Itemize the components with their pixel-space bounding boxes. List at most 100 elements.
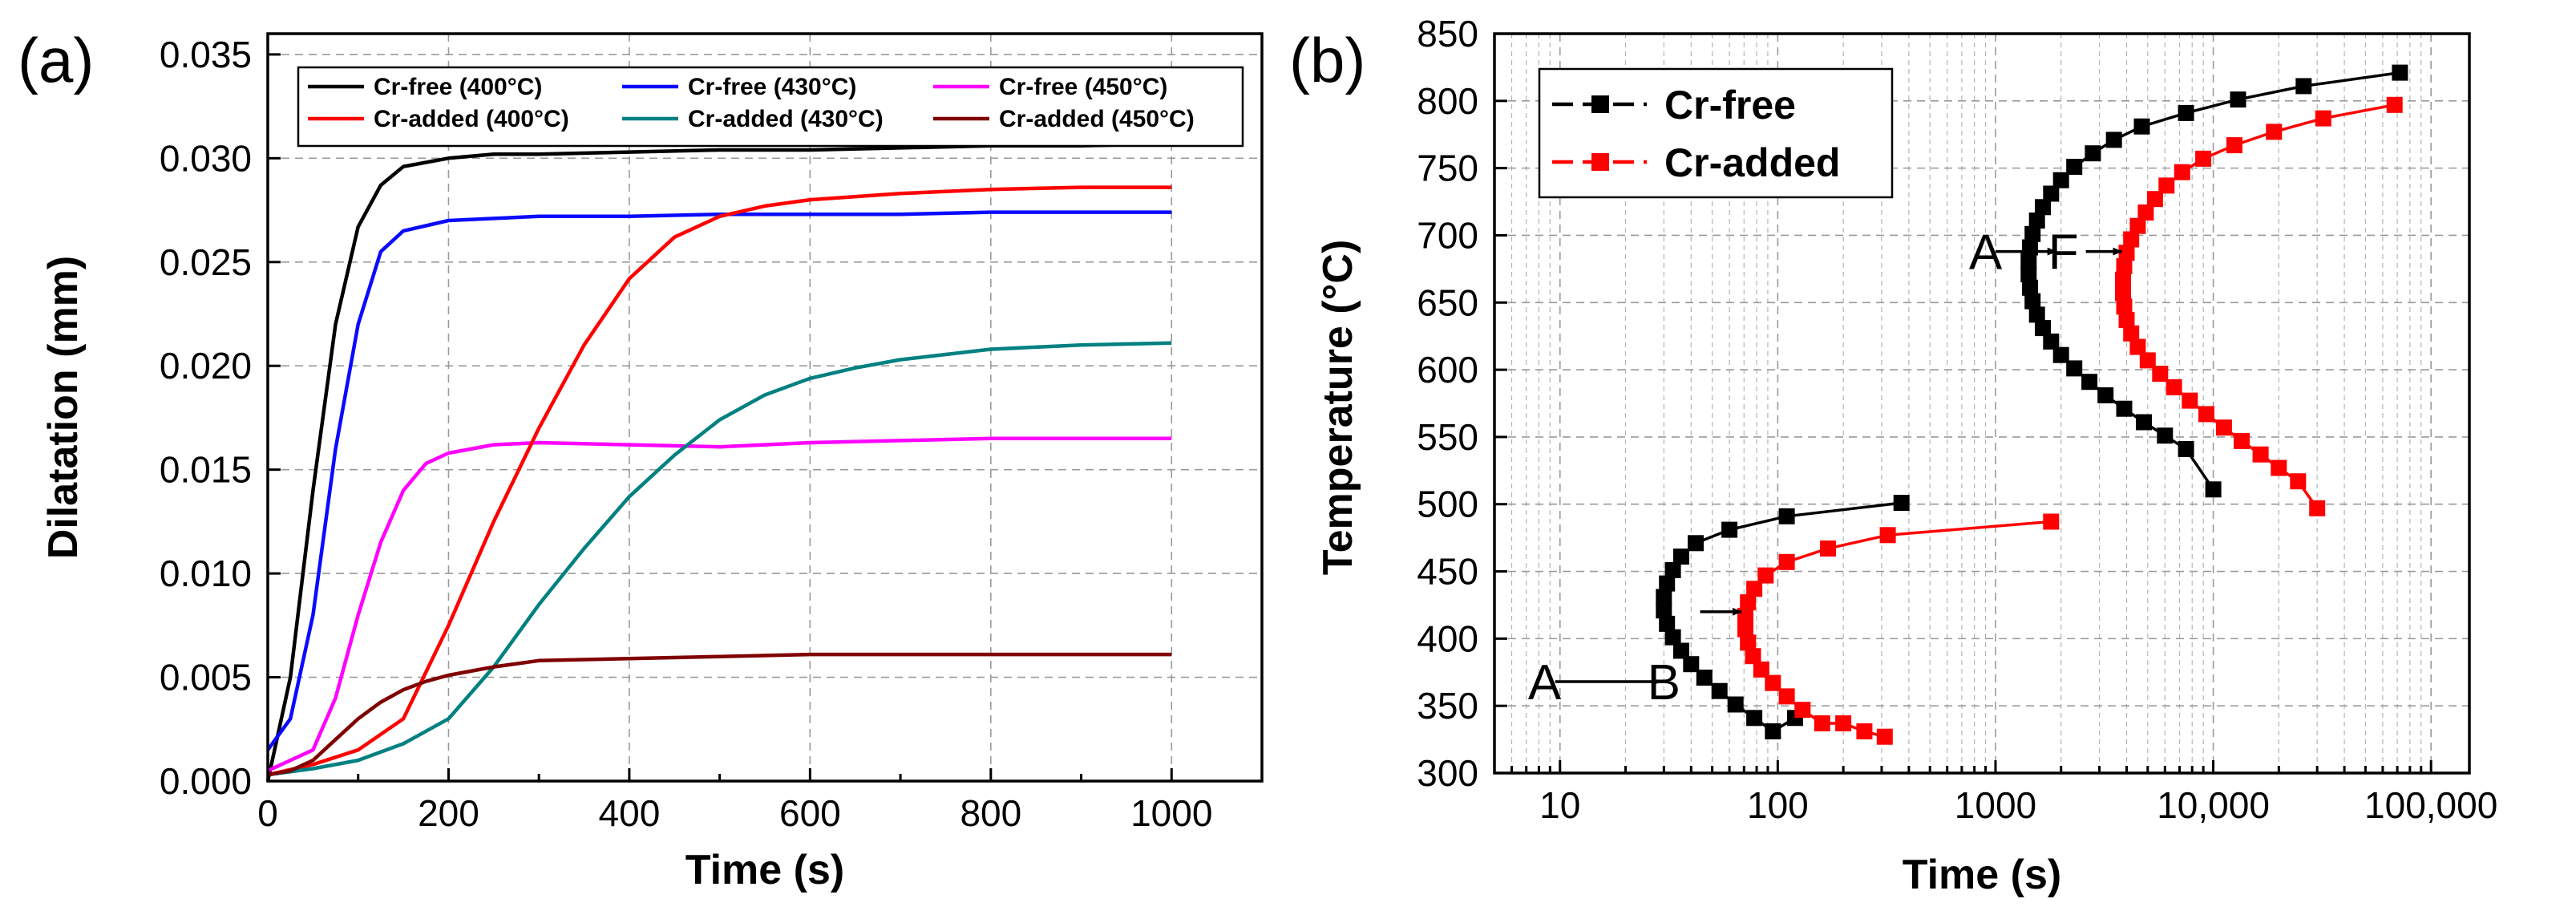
y-tick-label: 350	[1417, 685, 1478, 727]
annotation-label-2: F	[2048, 225, 2079, 281]
legend-label-5: Cr-added (430°C)	[688, 106, 884, 132]
panel-a-frame	[266, 32, 1264, 783]
annotation-label-4: B	[1648, 655, 1680, 711]
annotation-label-1: A	[1969, 225, 2003, 281]
data-point	[2136, 414, 2152, 431]
data-point	[2252, 446, 2269, 463]
data-point	[2178, 441, 2194, 457]
data-point	[2118, 312, 2135, 329]
legend-marker-cr-free	[1591, 95, 1609, 113]
data-point	[2043, 333, 2060, 350]
x-tick-label: 200	[418, 792, 479, 834]
data-point	[2158, 177, 2175, 194]
data-point	[2035, 320, 2051, 337]
panel-a-xlabel: Time (s)	[685, 847, 844, 893]
data-point	[2022, 279, 2038, 296]
legend-label-3: Cr-free (450°C)	[999, 74, 1167, 100]
y-tick-label: 700	[1417, 214, 1478, 256]
data-point	[1672, 549, 1689, 565]
y-tick-label: 450	[1417, 551, 1478, 593]
data-point	[2271, 460, 2287, 476]
panel-b-xlabel: Time (s)	[1903, 852, 2061, 898]
legend-label-4: Cr-added (400°C)	[374, 106, 569, 132]
data-point	[2195, 150, 2212, 167]
data-point	[2116, 400, 2133, 417]
data-point	[2028, 306, 2045, 323]
legend-label-1: Cr-free (400°C)	[374, 74, 542, 100]
data-point	[2129, 217, 2146, 234]
y-tick-label: 0.025	[160, 241, 252, 283]
panel-b-legend: Cr-free Cr-added	[1538, 67, 1894, 199]
data-point	[2230, 91, 2246, 108]
data-point	[1659, 615, 1676, 632]
data-point	[2139, 352, 2156, 369]
data-point	[1765, 674, 1781, 691]
data-point	[2043, 513, 2060, 530]
data-point	[2309, 500, 2326, 516]
data-point	[2066, 360, 2083, 377]
data-point	[1753, 661, 1769, 678]
panel-b-series	[1656, 64, 2408, 745]
data-point	[2118, 245, 2135, 261]
y-tick-label: 0.000	[160, 760, 252, 802]
data-point	[1893, 495, 1910, 512]
series-line-5	[267, 341, 1172, 777]
y-tick-label: 750	[1417, 148, 1478, 189]
data-point	[2386, 96, 2403, 113]
data-point	[2020, 266, 2037, 283]
data-point	[1740, 634, 1757, 651]
data-point	[1745, 648, 1761, 665]
data-point	[2152, 366, 2169, 383]
data-point	[1656, 589, 1672, 605]
data-point	[2035, 199, 2051, 216]
data-point	[1659, 575, 1676, 592]
data-point	[2392, 64, 2408, 81]
x-tick-label: 1000	[1130, 792, 1212, 834]
data-point	[1856, 723, 1873, 739]
panel-a: (a) 0 200 400 600 800 1000 0.000 0.005 0.010 0.01…	[18, 25, 1264, 893]
x-tick-label: 100	[1747, 784, 1809, 826]
series-line-2	[266, 210, 1172, 751]
data-point	[1757, 567, 1774, 584]
y-tick-label: 550	[1417, 416, 1478, 458]
data-point	[2052, 172, 2069, 188]
data-point	[2133, 118, 2150, 135]
y-tick-label: 850	[1417, 13, 1478, 55]
panel-b-annotations: A FA B	[1528, 225, 2123, 711]
panel-a-legend: Cr-free (400°C) Cr-free (430°C) Cr-free (4…	[297, 66, 1244, 148]
y-tick-label: 0.035	[160, 34, 252, 75]
y-tick-label: 400	[1417, 617, 1478, 659]
data-point	[1778, 688, 1795, 705]
x-tick-label: 100,000	[2364, 784, 2497, 826]
data-point	[2085, 145, 2101, 162]
data-point	[1664, 561, 1681, 578]
data-point	[2129, 338, 2146, 355]
panel-b-legend-box	[1538, 67, 1894, 199]
legend-label-cr-free: Cr-free	[1664, 83, 1796, 128]
series-line-1	[265, 141, 1172, 782]
data-point	[2097, 387, 2114, 403]
data-point	[2115, 271, 2131, 288]
data-point	[2024, 293, 2041, 310]
data-point	[1727, 696, 1744, 713]
data-point	[2198, 406, 2214, 423]
legend-label-cr-added: Cr-added	[1664, 140, 1840, 185]
data-point	[2315, 110, 2331, 127]
y-tick-label: 0.020	[160, 345, 252, 387]
data-point	[2182, 392, 2198, 409]
y-tick-label: 650	[1417, 281, 1478, 323]
panel-a-series	[265, 141, 1172, 782]
series-line-cr-added-2	[1744, 520, 2052, 739]
data-point	[2020, 253, 2037, 269]
panel-a-legend-box	[297, 66, 1244, 148]
panel-a-grid	[268, 34, 1262, 781]
panel-a-ylabel: Dilatation (mm)	[40, 256, 87, 559]
y-tick-label: 0.010	[160, 553, 252, 594]
data-point	[2205, 481, 2222, 498]
data-point	[1688, 535, 1704, 552]
x-tick-label: 400	[599, 792, 661, 834]
data-point	[2081, 374, 2098, 391]
data-point	[2123, 325, 2140, 342]
panel-a-label: (a)	[18, 25, 94, 95]
